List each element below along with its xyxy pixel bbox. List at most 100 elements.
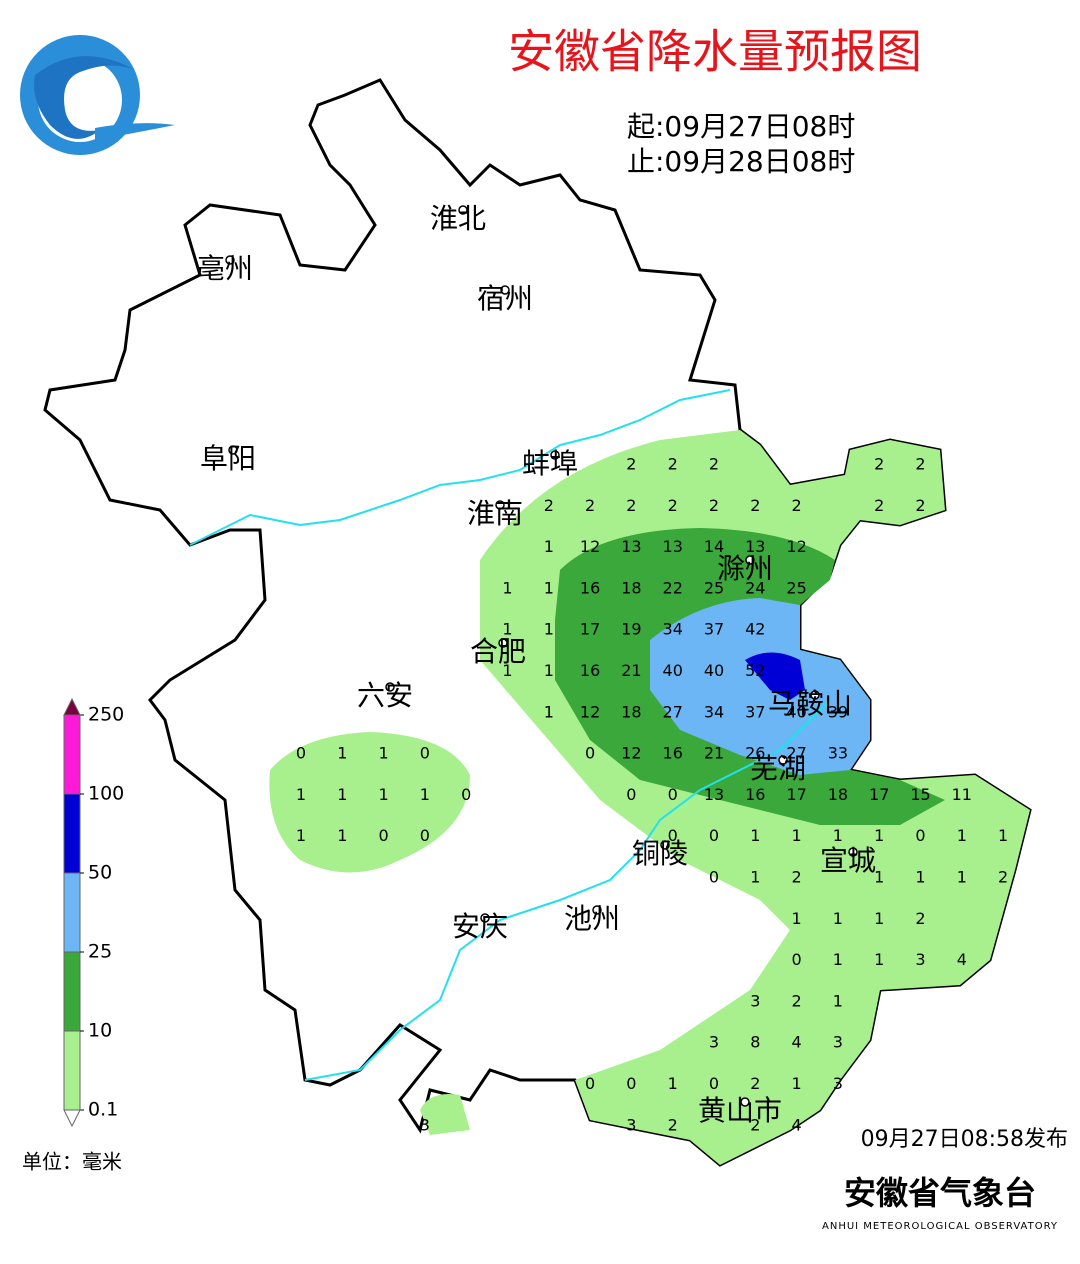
city-label: 马鞍山: [768, 687, 852, 720]
city-label: 合肥: [470, 635, 526, 668]
grid-value: 1: [544, 578, 554, 597]
grid-value: 1: [833, 991, 843, 1010]
grid-value: 2: [792, 991, 802, 1010]
grid-value: 40: [663, 661, 683, 680]
grid-value: 1: [915, 868, 925, 887]
grid-value: 1: [750, 826, 760, 845]
grid-value: 2: [544, 496, 554, 515]
grid-value: 1: [792, 1074, 802, 1093]
city-label: 淮北: [430, 202, 486, 235]
city-label: 安庆: [452, 910, 508, 943]
grid-value: 12: [786, 537, 806, 556]
grid-value: 18: [621, 578, 641, 597]
city-dot: [498, 638, 508, 648]
grid-value: 1: [502, 578, 512, 597]
grid-value: 1: [833, 950, 843, 969]
legend-label: 25: [88, 941, 112, 963]
grid-value: 2: [709, 455, 719, 474]
grid-value: 1: [874, 868, 884, 887]
grid-value: 1: [874, 826, 884, 845]
grid-value: 19: [621, 620, 641, 639]
city-dot: [745, 555, 755, 565]
grid-value: 3: [915, 950, 925, 969]
grid-value: 4: [792, 1115, 802, 1134]
grid-value: 0: [461, 785, 471, 804]
grid-value: 27: [663, 702, 683, 721]
grid-value: 1: [502, 620, 512, 639]
legend-label: 10: [88, 1020, 112, 1042]
grid-value: 16: [663, 744, 683, 763]
grid-value: 1: [544, 537, 554, 556]
city-label: 宿州: [477, 282, 533, 315]
grid-value: 1: [668, 1074, 678, 1093]
grid-value: 0: [668, 785, 678, 804]
grid-value: 25: [704, 578, 724, 597]
grid-value: 1: [296, 785, 306, 804]
grid-value: 0: [709, 826, 719, 845]
grid-value: 42: [745, 620, 765, 639]
grid-value: 3: [626, 1115, 636, 1134]
grid-value: 24: [745, 578, 765, 597]
grid-value: 0: [379, 826, 389, 845]
grid-value: 2: [874, 455, 884, 474]
city-dot: [740, 1097, 750, 1107]
grid-value: 25: [786, 578, 806, 597]
organization: 安徽省气象台: [844, 1174, 1036, 1212]
grid-value: 2: [998, 868, 1008, 887]
city-dot: [495, 500, 505, 510]
grid-value: 2: [915, 909, 925, 928]
grid-value: 17: [580, 620, 600, 639]
city-dot: [458, 205, 468, 215]
grid-value: 16: [580, 661, 600, 680]
legend-label: 0.1: [88, 1099, 118, 1121]
city-label: 芜湖: [750, 752, 806, 785]
grid-value: 3: [420, 1115, 430, 1134]
grid-value: 3: [750, 991, 760, 1010]
city-label: 宣城: [820, 844, 876, 877]
organization-en: ANHUI METEOROLOGICAL OBSERVATORY: [822, 1221, 1058, 1232]
grid-value: 1: [792, 826, 802, 845]
end-time: 止:09月28日08时: [627, 145, 855, 178]
rain-area-50: [745, 652, 805, 700]
city-label: 亳州: [197, 252, 253, 285]
city-label: 池州: [564, 902, 620, 935]
city-label: 六安: [357, 679, 413, 712]
city-dot: [660, 840, 670, 850]
grid-value: 2: [874, 496, 884, 515]
grid-value: 33: [828, 744, 848, 763]
city-dot: [810, 690, 820, 700]
grid-value: 1: [337, 744, 347, 763]
grid-value: 0: [626, 1074, 636, 1093]
city-dot: [778, 755, 788, 765]
grid-value: 34: [704, 702, 724, 721]
logo: [20, 35, 175, 155]
grid-value: 13: [663, 537, 683, 556]
grid-value: 0: [585, 744, 595, 763]
grid-value: 34: [663, 620, 683, 639]
grid-value: 1: [379, 785, 389, 804]
grid-value: 0: [668, 826, 678, 845]
grid-value: 2: [750, 1074, 760, 1093]
grid-value: 1: [420, 785, 430, 804]
city-label: 蚌埠: [522, 447, 578, 480]
city-dot: [225, 255, 235, 265]
grid-value: 1: [792, 909, 802, 928]
city-dot: [500, 285, 510, 295]
grid-value: 16: [580, 578, 600, 597]
grid-value: 2: [750, 496, 760, 515]
grid-value: 0: [915, 826, 925, 845]
grid-value: 18: [828, 785, 848, 804]
grid-value: 2: [915, 496, 925, 515]
grid-value: 21: [704, 744, 724, 763]
grid-value: 1: [833, 826, 843, 845]
grid-value: 4: [957, 950, 967, 969]
grid-value: 3: [709, 1033, 719, 1052]
rain-area-light-west: [269, 732, 470, 873]
grid-value: 18: [621, 702, 641, 721]
grid-value: 52: [745, 661, 765, 680]
grid-value: 14: [704, 537, 724, 556]
city-dot: [592, 905, 602, 915]
grid-value: 13: [745, 537, 765, 556]
